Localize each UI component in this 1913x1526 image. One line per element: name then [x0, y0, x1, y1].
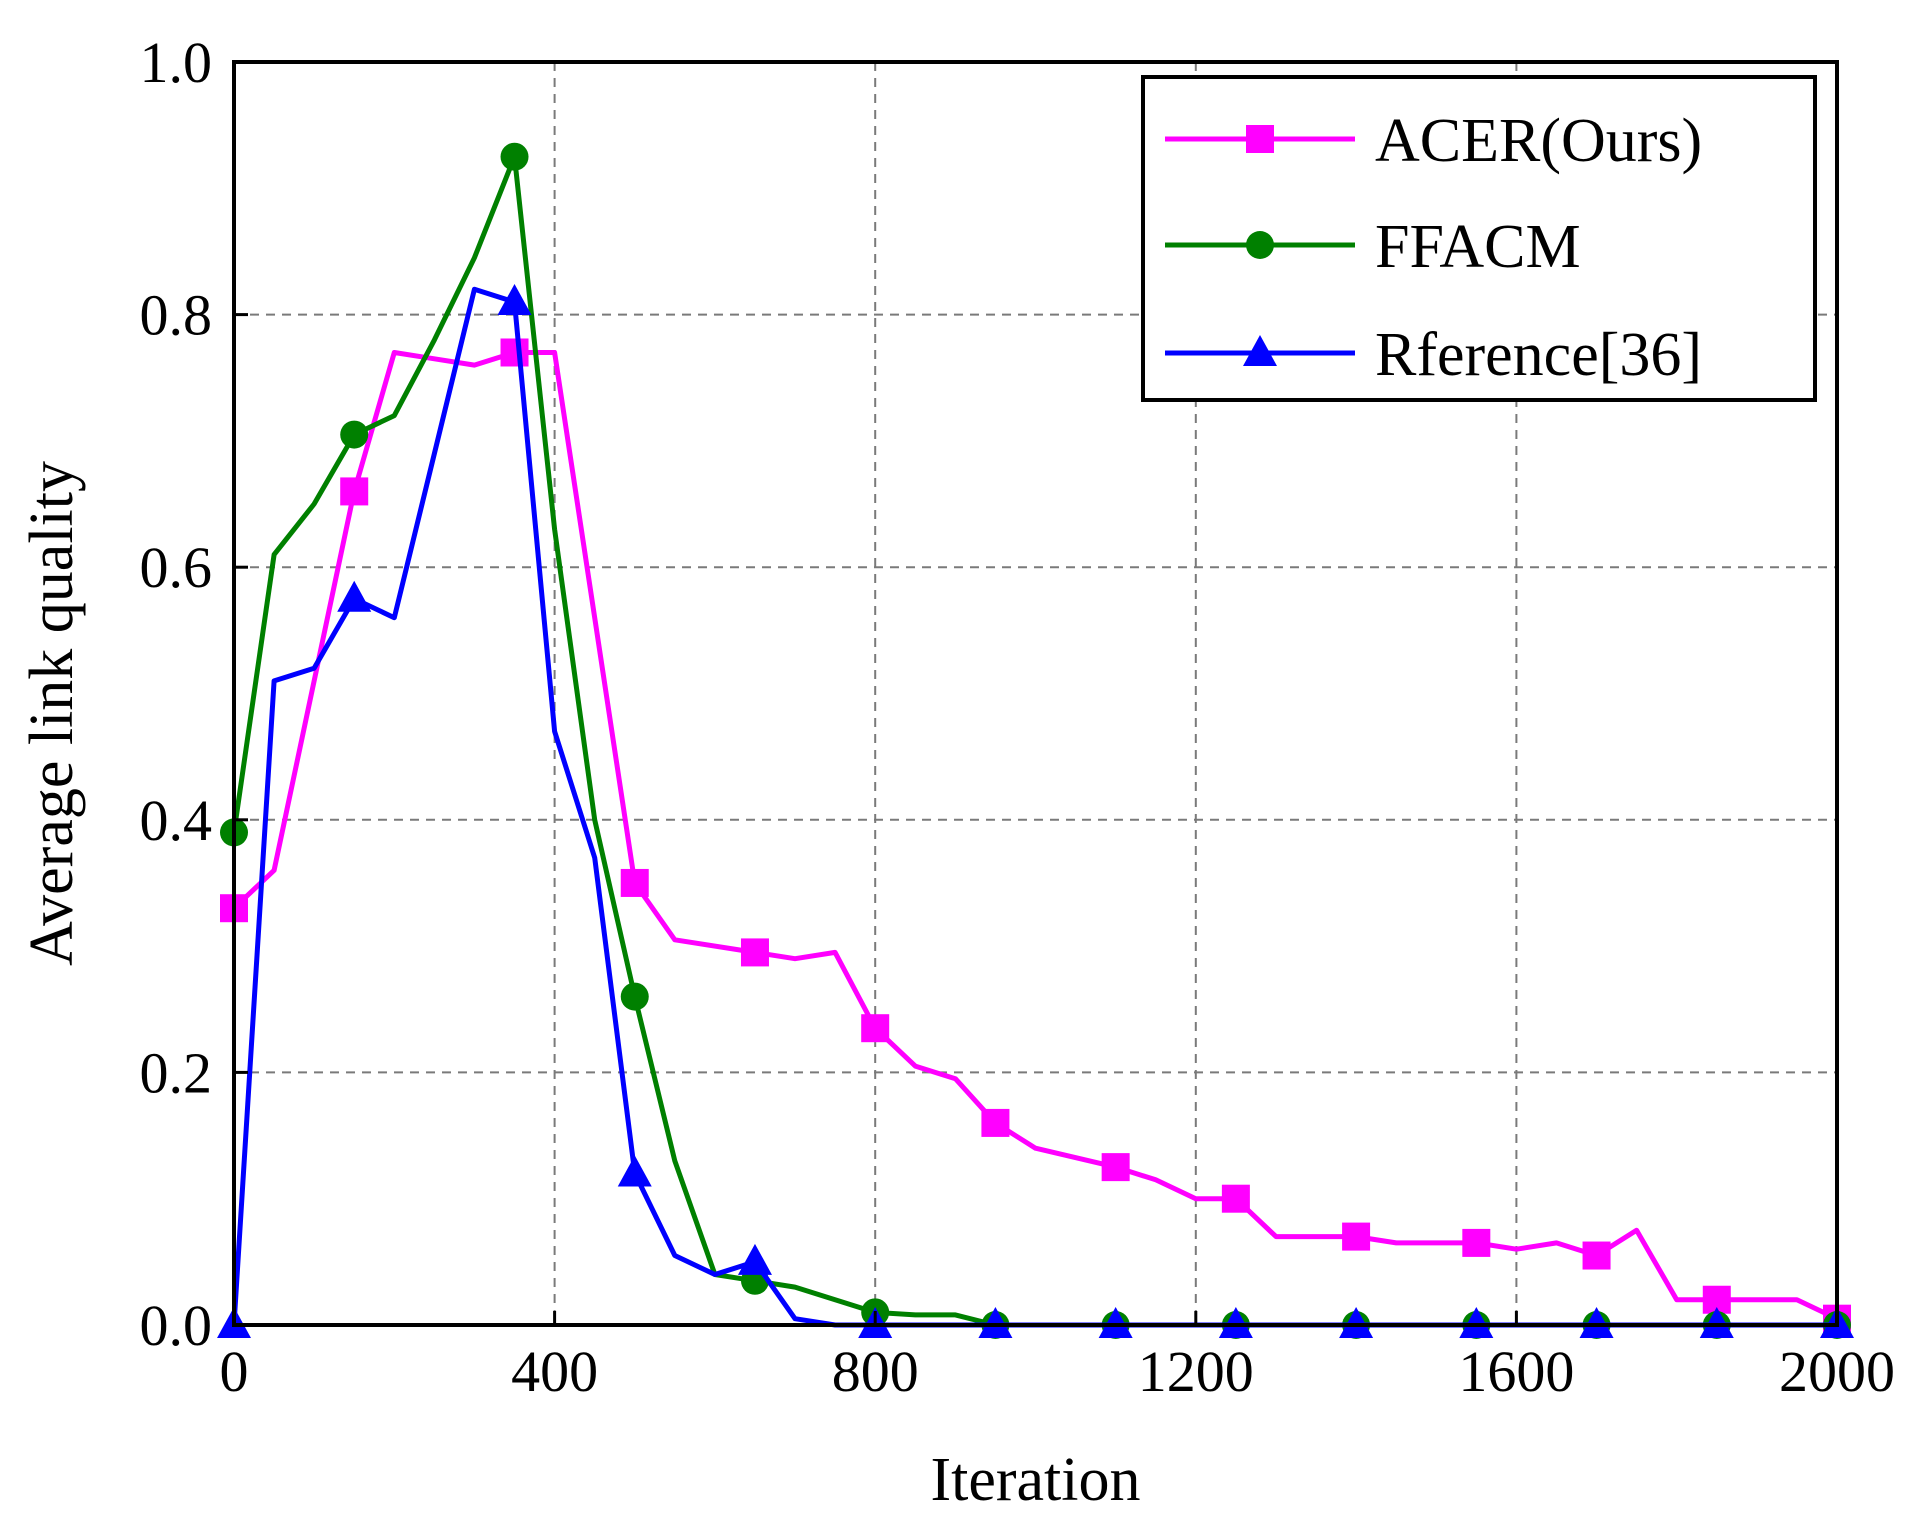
data-point [1218, 1307, 1253, 1338]
legend-marker [1243, 335, 1277, 366]
data-point [1462, 1228, 1491, 1257]
data-point [337, 580, 372, 612]
legend: ACER(Ours) FFACM Rference[36] [1141, 75, 1817, 402]
data-point [500, 142, 529, 171]
data-point [737, 1243, 772, 1275]
y-tick-label: 0.4 [140, 788, 213, 853]
data-point [1699, 1307, 1734, 1338]
data-point [981, 1108, 1010, 1137]
plot-frame [232, 60, 1839, 1327]
data-point [620, 982, 649, 1011]
legend-marker [1246, 125, 1274, 153]
data-point [497, 283, 532, 315]
data-point [1098, 1307, 1133, 1338]
y-tick-label: 1.0 [140, 30, 213, 95]
x-tick-label: 400 [511, 1339, 598, 1404]
data-point [861, 1014, 890, 1043]
data-point [1582, 1241, 1611, 1270]
data-point [740, 938, 769, 967]
data-point [620, 868, 649, 897]
legend-label: Rference[36] [1375, 321, 1702, 389]
data-point [1221, 1184, 1250, 1213]
y-tick-label: 0.2 [140, 1040, 213, 1105]
series-line [231, 286, 1837, 1328]
y-axis-title: Average link quality [18, 461, 86, 966]
x-tick-label: 0 [220, 1339, 249, 1404]
data-point [978, 1307, 1013, 1338]
y-tick-label: 0.8 [140, 283, 213, 348]
data-point [340, 420, 369, 449]
data-point [340, 477, 369, 506]
y-tick-label: 0.0 [140, 1293, 213, 1358]
x-axis-title: Iteration [930, 1446, 1140, 1514]
data-point [500, 338, 529, 367]
data-point [617, 1155, 652, 1187]
series-2 [217, 283, 1854, 1338]
data-point [1459, 1307, 1494, 1338]
series-0 [220, 338, 1851, 1333]
axis-ticks: 0 400 800 1200 1600 2000 0.0 0.2 0.4 0.6 0.8 1.0 [140, 30, 1896, 1404]
data-point [1339, 1307, 1374, 1338]
x-tick-label: 1600 [1458, 1339, 1574, 1404]
x-tick-label: 2000 [1779, 1339, 1895, 1404]
data-point [1342, 1222, 1371, 1251]
legend-marker [1246, 231, 1274, 259]
series-line [232, 350, 1839, 1321]
x-tick-label: 800 [832, 1339, 919, 1404]
data-point [1101, 1153, 1130, 1182]
data-point [1579, 1307, 1614, 1338]
legend-label: ACER(Ours) [1375, 107, 1702, 175]
y-tick-label: 0.6 [140, 535, 213, 600]
x-tick-label: 1200 [1138, 1339, 1254, 1404]
legend-label: FFACM [1375, 213, 1581, 281]
